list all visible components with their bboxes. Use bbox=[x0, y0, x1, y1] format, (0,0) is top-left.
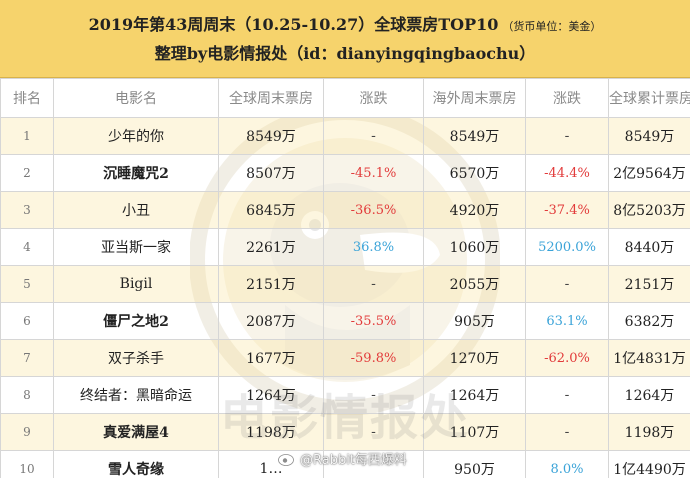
rank-cell: 5 bbox=[0, 265, 54, 303]
cumulative-cell: 1亿4490万 bbox=[608, 450, 690, 478]
overseas-weekend-cell: 1270万 bbox=[423, 339, 526, 377]
overseas-weekend-cell: 6570万 bbox=[423, 154, 526, 192]
overseas-change-cell: - bbox=[525, 117, 609, 155]
rank-cell: 6 bbox=[0, 302, 54, 340]
table-row: 10 雪人奇缘 1… 950万 8.0% 1亿4490万 bbox=[0, 450, 690, 478]
rank-cell: 4 bbox=[0, 228, 54, 266]
col-header-overseas-weekend: 海外周末票房 bbox=[423, 78, 526, 118]
table-row: 5 Bigil 2151万 -2055万 -2151万 bbox=[0, 265, 690, 303]
table-header-row: 排名 电影名 全球周末票房 涨跌 海外周末票房 涨跌 全球累计票房 bbox=[0, 78, 690, 118]
cumulative-cell: 2亿9564万 bbox=[608, 154, 690, 192]
global-change-cell bbox=[323, 450, 424, 478]
global-weekend-cell: 6845万 bbox=[218, 191, 324, 229]
weibo-watermark: @Rabbit每西爆料 bbox=[278, 449, 407, 468]
col-header-global-weekend: 全球周末票房 bbox=[218, 78, 324, 118]
global-weekend-cell: 2261万 bbox=[218, 228, 324, 266]
global-change-cell: - bbox=[323, 376, 424, 414]
global-weekend-cell: 1264万 bbox=[218, 376, 324, 414]
global-weekend-cell: 2087万 bbox=[218, 302, 324, 340]
table-body: 1 少年的你 8549万 -8549万 -8549万 2 沉睡魔咒2 8507万 -45.1% 6… bbox=[0, 117, 690, 478]
global-change-cell: -59.8% bbox=[323, 339, 424, 377]
table-row: 4 亚当斯一家 2261万 36.8% 1060万 5200.0% 8440万 bbox=[0, 228, 690, 266]
col-header-cumulative: 全球累计票房 bbox=[608, 78, 690, 118]
global-weekend-cell: 2151万 bbox=[218, 265, 324, 303]
overseas-change-cell: -44.4% bbox=[525, 154, 609, 192]
global-change-cell: -45.1% bbox=[323, 154, 424, 192]
global-weekend-cell: 1… bbox=[218, 450, 324, 478]
cumulative-cell: 1264万 bbox=[608, 376, 690, 414]
overseas-weekend-cell: 4920万 bbox=[423, 191, 526, 229]
table-row: 7 双子杀手 1677万 -59.8% 1270万 -62.0% 1亿4831万 bbox=[0, 339, 690, 377]
movie-title-cell: 僵尸之地2 bbox=[53, 302, 219, 340]
overseas-weekend-cell: 1060万 bbox=[423, 228, 526, 266]
cumulative-cell: 6382万 bbox=[608, 302, 690, 340]
global-change-cell: -36.5% bbox=[323, 191, 424, 229]
overseas-change-cell: - bbox=[525, 413, 609, 451]
overseas-change-cell: 5200.0% bbox=[525, 228, 609, 266]
overseas-change-cell: - bbox=[525, 265, 609, 303]
overseas-weekend-cell: 2055万 bbox=[423, 265, 526, 303]
col-header-title: 电影名 bbox=[53, 78, 219, 118]
table-row: 6 僵尸之地2 2087万 -35.5% 905万 63.1% 6382万 bbox=[0, 302, 690, 340]
movie-title-cell: 亚当斯一家 bbox=[53, 228, 219, 266]
global-weekend-cell: 1198万 bbox=[218, 413, 324, 451]
overseas-weekend-cell: 8549万 bbox=[423, 117, 526, 155]
movie-title-cell: Bigil bbox=[53, 265, 219, 303]
global-change-cell: 36.8% bbox=[323, 228, 424, 266]
movie-title-cell: 真爱满屋4 bbox=[53, 413, 219, 451]
box-office-table: 排名 电影名 全球周末票房 涨跌 海外周末票房 涨跌 全球累计票房 1 少年的你 8… bbox=[0, 78, 690, 478]
global-change-cell: - bbox=[323, 413, 424, 451]
overseas-change-cell: 63.1% bbox=[525, 302, 609, 340]
col-header-overseas-change: 涨跌 bbox=[525, 78, 609, 118]
overseas-weekend-cell: 950万 bbox=[423, 450, 526, 478]
rank-cell: 8 bbox=[0, 376, 54, 414]
cumulative-cell: 2151万 bbox=[608, 265, 690, 303]
col-header-rank: 排名 bbox=[0, 78, 54, 118]
cumulative-cell: 1亿4831万 bbox=[608, 339, 690, 377]
table-row: 9 真爱满屋4 1198万 -1107万 -1198万 bbox=[0, 413, 690, 451]
title-line-1: 2019年第43周周末（10.25-10.27）全球票房TOP10 （货币单位：美… bbox=[0, 14, 690, 38]
global-change-cell: - bbox=[323, 265, 424, 303]
movie-title-cell: 终结者：黑暗命运 bbox=[53, 376, 219, 414]
overseas-change-cell: -37.4% bbox=[525, 191, 609, 229]
global-weekend-cell: 8549万 bbox=[218, 117, 324, 155]
global-change-cell: - bbox=[323, 117, 424, 155]
title-main: 2019年第43周周末（10.25-10.27）全球票房TOP10 bbox=[88, 15, 499, 34]
rank-cell: 10 bbox=[0, 450, 54, 478]
rank-cell: 3 bbox=[0, 191, 54, 229]
table-row: 8 终结者：黑暗命运 1264万 -1264万 -1264万 bbox=[0, 376, 690, 414]
table-row: 2 沉睡魔咒2 8507万 -45.1% 6570万 -44.4% 2亿9564万 bbox=[0, 154, 690, 192]
col-header-global-change: 涨跌 bbox=[323, 78, 424, 118]
overseas-weekend-cell: 905万 bbox=[423, 302, 526, 340]
currency-note: （货币单位：美金） bbox=[502, 20, 602, 33]
table-row: 1 少年的你 8549万 -8549万 -8549万 bbox=[0, 117, 690, 155]
global-weekend-cell: 8507万 bbox=[218, 154, 324, 192]
rank-cell: 2 bbox=[0, 154, 54, 192]
rank-cell: 9 bbox=[0, 413, 54, 451]
rank-cell: 7 bbox=[0, 339, 54, 377]
movie-title-cell: 雪人奇缘 bbox=[53, 450, 219, 478]
global-weekend-cell: 1677万 bbox=[218, 339, 324, 377]
overseas-weekend-cell: 1107万 bbox=[423, 413, 526, 451]
overseas-change-cell: - bbox=[525, 376, 609, 414]
movie-title-cell: 小丑 bbox=[53, 191, 219, 229]
rank-cell: 1 bbox=[0, 117, 54, 155]
cumulative-cell: 1198万 bbox=[608, 413, 690, 451]
title-banner: 2019年第43周周末（10.25-10.27）全球票房TOP10 （货币单位：美… bbox=[0, 0, 690, 78]
movie-title-cell: 双子杀手 bbox=[53, 339, 219, 377]
title-line-2: 整理by电影情报处（id：dianyingqingbaochu） bbox=[154, 44, 536, 63]
overseas-change-cell: 8.0% bbox=[525, 450, 609, 478]
weibo-icon bbox=[278, 452, 296, 466]
global-change-cell: -35.5% bbox=[323, 302, 424, 340]
overseas-weekend-cell: 1264万 bbox=[423, 376, 526, 414]
cumulative-cell: 8440万 bbox=[608, 228, 690, 266]
cumulative-cell: 8549万 bbox=[608, 117, 690, 155]
movie-title-cell: 沉睡魔咒2 bbox=[53, 154, 219, 192]
movie-title-cell: 少年的你 bbox=[53, 117, 219, 155]
overseas-change-cell: -62.0% bbox=[525, 339, 609, 377]
table-row: 3 小丑 6845万 -36.5% 4920万 -37.4% 8亿5203万 bbox=[0, 191, 690, 229]
weibo-handle: @Rabbit每西爆料 bbox=[300, 453, 407, 468]
cumulative-cell: 8亿5203万 bbox=[608, 191, 690, 229]
